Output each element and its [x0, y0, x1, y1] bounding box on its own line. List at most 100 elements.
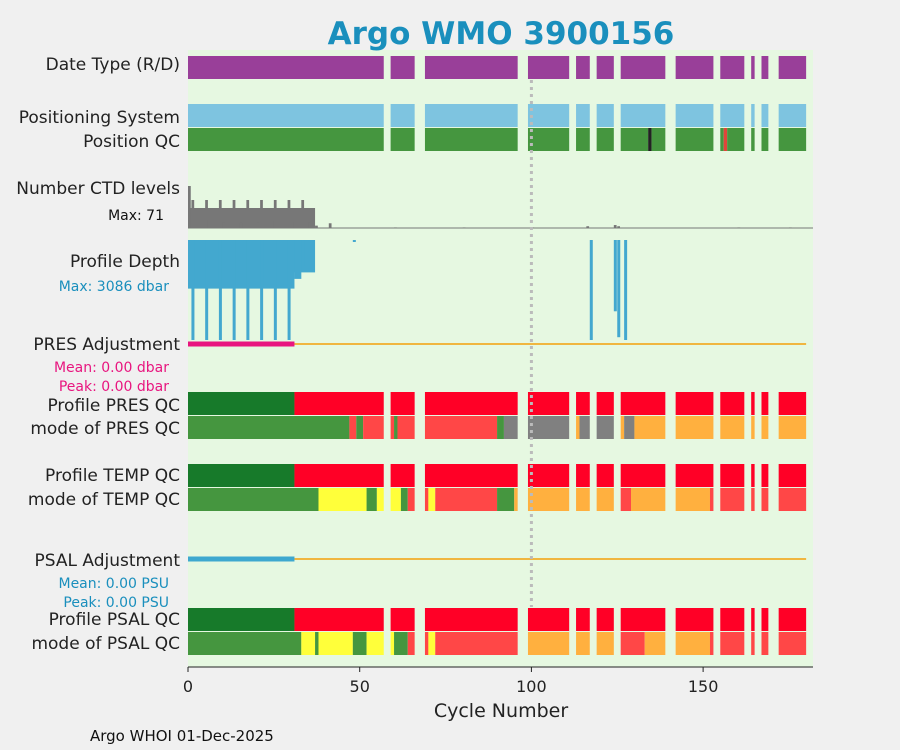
mode-psal-qc-segment [761, 632, 769, 655]
position-qc-segment [596, 128, 614, 151]
x-axis: 0 50 100 150 [183, 666, 813, 696]
positioning-system-segment [596, 104, 614, 127]
psal-adjustment-mean: Mean: 0.00 PSU [58, 576, 169, 592]
positioning-system-segment [527, 104, 570, 127]
mode-temp-qc-segment [720, 488, 745, 511]
positioning-system-segment [761, 104, 769, 127]
mode-psal-qc-segment [390, 632, 395, 655]
x-tick-label: 0 [183, 677, 193, 696]
profile-temp-qc-segment [596, 464, 614, 487]
profile-temp-qc-segment [188, 464, 295, 487]
profile-depth-spike [287, 240, 291, 340]
mode-psal-qc-segment [352, 632, 367, 655]
positioning-system-segment [424, 104, 518, 127]
mode-pres-qc-segment [596, 416, 614, 439]
positioning-system-segment [751, 104, 755, 127]
profile-depth-max: Max: 3086 dbar [59, 279, 170, 295]
mode-psal-qc-segment [407, 632, 415, 655]
profile-depth-spike [191, 240, 195, 340]
profile-temp-qc-segment [390, 464, 415, 487]
ctd-levels-bar [218, 200, 222, 208]
profile-pres-qc-segment [761, 392, 769, 415]
position-qc-segment [188, 128, 384, 151]
profile-temp-qc-segment [620, 464, 666, 487]
mode-psal-qc-segment [301, 632, 316, 655]
profile-depth-spike [205, 240, 209, 340]
ctd-levels-bar [301, 200, 305, 208]
profile-pres-qc-segment [294, 392, 384, 415]
data-bars [188, 56, 813, 655]
profile-temp-qc-segment [761, 464, 769, 487]
ctd-levels-bar [394, 227, 397, 228]
label-profile-psal-qc: Profile PSAL QC [49, 610, 180, 630]
profile-pres-qc-segment [576, 392, 590, 415]
ctd-levels-bar [315, 225, 318, 228]
mode-psal-qc-segment [424, 632, 429, 655]
mode-psal-qc-segment [596, 632, 614, 655]
pres-adjustment-mean: Mean: 0.00 dbar [54, 360, 169, 376]
profile-depth-spike [624, 240, 628, 340]
profile-depth-spike [218, 240, 222, 340]
profile-depth-bar [301, 240, 305, 266]
mode-temp-qc-segment [778, 488, 807, 511]
x-axis-label: Cycle Number [434, 700, 568, 722]
ctd-levels-bar [260, 200, 263, 208]
date-type-segment [620, 56, 666, 79]
profile-psal-qc-segment [294, 608, 384, 631]
position-qc-segment [648, 128, 652, 151]
date-type-segment [720, 56, 745, 79]
psal-adjustment-peak: Peak: 0.00 PSU [63, 595, 169, 611]
positioning-system-segment [620, 104, 666, 127]
label-positioning-system: Positioning System [19, 108, 180, 128]
row-labels: Date Type (R/D) Positioning System Posit… [16, 55, 180, 654]
mode-temp-qc-segment [424, 488, 429, 511]
ctd-levels-bar [287, 200, 291, 208]
mode-pres-qc-segment [363, 416, 384, 439]
mode-temp-qc-segment [514, 488, 518, 511]
mode-pres-qc-segment [634, 416, 666, 439]
ctd-levels-bar [256, 222, 260, 228]
date-type-segment [424, 56, 518, 79]
mode-pres-qc-segment [390, 416, 395, 439]
position-qc-segment [751, 128, 755, 151]
profile-psal-qc-segment [620, 608, 666, 631]
mode-psal-qc-segment [428, 632, 436, 655]
mode-psal-qc-segment [366, 632, 384, 655]
position-qc-segment [527, 128, 570, 151]
mode-pres-qc-segment [720, 416, 745, 439]
mode-psal-qc-segment [527, 632, 570, 655]
mode-psal-qc-segment [318, 632, 353, 655]
mode-pres-qc-segment [778, 416, 807, 439]
profile-temp-qc-segment [424, 464, 518, 487]
label-date-type: Date Type (R/D) [46, 55, 180, 75]
profile-pres-qc-segment [720, 392, 745, 415]
mode-pres-qc-segment [397, 416, 415, 439]
mode-temp-qc-segment [366, 488, 377, 511]
mode-psal-qc-segment [435, 632, 518, 655]
label-profile-depth: Profile Depth [70, 252, 180, 272]
mode-temp-qc-segment [596, 488, 614, 511]
mode-psal-qc-segment [576, 632, 590, 655]
plot-background [188, 50, 813, 667]
mode-temp-qc-segment [428, 488, 436, 511]
mode-pres-qc-segment [675, 416, 714, 439]
profile-pres-qc-segment [751, 392, 755, 415]
position-qc-segment [390, 128, 415, 151]
position-qc-segment [651, 128, 666, 151]
mode-pres-qc-segment [394, 416, 398, 439]
psal-adjustment-adjusted [188, 556, 295, 562]
mode-psal-qc-segment [675, 632, 710, 655]
mode-psal-qc-segment [709, 632, 714, 655]
positioning-system-segment [188, 104, 384, 127]
ctd-levels-bar [462, 227, 466, 228]
mode-pres-qc-segment [424, 416, 498, 439]
ctd-levels-bar [617, 226, 621, 228]
ctd-levels-bar [222, 222, 226, 228]
mode-temp-qc-segment [390, 488, 401, 511]
mode-temp-qc-segment [576, 488, 590, 511]
profile-pres-qc-segment [424, 392, 518, 415]
ctd-levels-bar [239, 222, 243, 228]
profile-pres-qc-segment [596, 392, 614, 415]
label-profile-temp-qc: Profile TEMP QC [45, 466, 180, 486]
mode-pres-qc-segment [497, 416, 504, 439]
